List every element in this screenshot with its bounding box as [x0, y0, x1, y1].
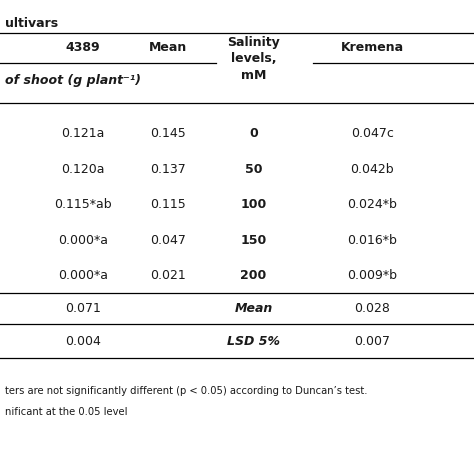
Text: LSD 5%: LSD 5%: [227, 335, 280, 348]
Text: 0.009*b: 0.009*b: [347, 269, 397, 283]
Text: nificant at the 0.05 level: nificant at the 0.05 level: [5, 407, 127, 418]
Text: 100: 100: [240, 198, 267, 211]
Text: 50: 50: [245, 163, 262, 176]
Text: 0.000*a: 0.000*a: [58, 234, 108, 247]
Text: 0.115: 0.115: [150, 198, 186, 211]
Text: Mean: Mean: [149, 41, 187, 55]
Text: 0.145: 0.145: [150, 127, 186, 140]
Text: 0.120a: 0.120a: [61, 163, 105, 176]
Text: 0.016*b: 0.016*b: [347, 234, 397, 247]
Text: 0.004: 0.004: [65, 335, 101, 348]
Text: 0.115*ab: 0.115*ab: [54, 198, 112, 211]
Text: Salinity
levels,
mM: Salinity levels, mM: [227, 36, 280, 82]
Text: 0.007: 0.007: [354, 335, 390, 348]
Text: 0.000*a: 0.000*a: [58, 269, 108, 283]
Text: 0.021: 0.021: [150, 269, 186, 283]
Text: ters are not significantly different (p < 0.05) according to Duncan’s test.: ters are not significantly different (p …: [5, 386, 367, 396]
Text: Kremena: Kremena: [340, 41, 404, 55]
Text: 0.028: 0.028: [354, 301, 390, 315]
Text: 0.042b: 0.042b: [350, 163, 394, 176]
Text: 0.047: 0.047: [150, 234, 186, 247]
Text: 0.024*b: 0.024*b: [347, 198, 397, 211]
Text: 150: 150: [240, 234, 267, 247]
Text: 4389: 4389: [65, 41, 100, 55]
Text: 0.047c: 0.047c: [351, 127, 393, 140]
Text: 0.121a: 0.121a: [61, 127, 105, 140]
Text: Mean: Mean: [235, 301, 273, 315]
Text: ultivars: ultivars: [5, 17, 58, 29]
Text: 200: 200: [240, 269, 267, 283]
Text: 0.137: 0.137: [150, 163, 186, 176]
Text: 0.071: 0.071: [65, 301, 101, 315]
Text: of shoot (g plant⁻¹): of shoot (g plant⁻¹): [5, 74, 141, 87]
Text: 0: 0: [249, 127, 258, 140]
